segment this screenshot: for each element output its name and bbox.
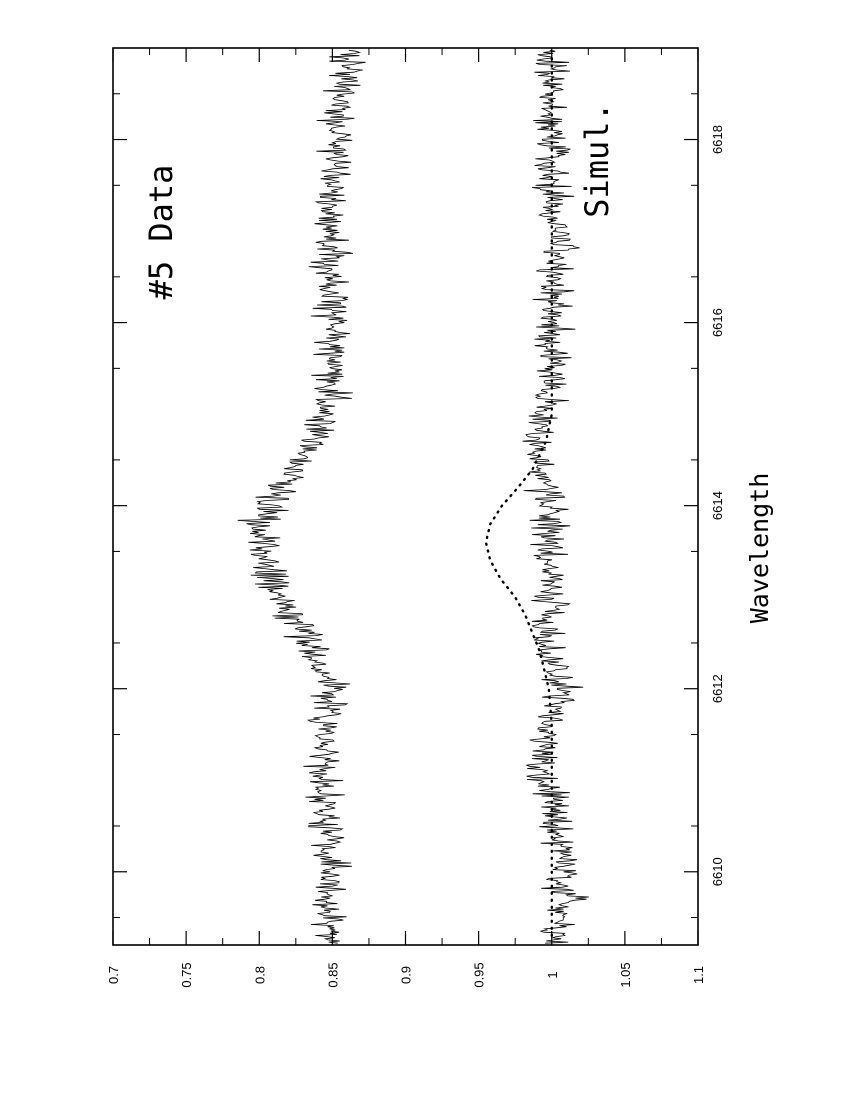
observed-spectrum-line: [522, 49, 589, 944]
y-tick-label: 0.75: [179, 962, 194, 987]
y-tick-label: 0.8: [252, 966, 267, 984]
model-profile-line: [484, 56, 553, 937]
x-axis-title: Wavelength: [745, 473, 774, 624]
annotation-data-label: #5 Data: [142, 165, 180, 300]
x-tick-label: 6612: [710, 674, 725, 703]
y-tick-label: 1.1: [691, 966, 706, 984]
series-lines: [237, 49, 589, 944]
annotation-simul-label: Simul.: [578, 102, 616, 218]
x-tick-label: 6610: [710, 857, 725, 886]
y-tick-label: 0.7: [106, 966, 121, 984]
y-tick-label: 0.95: [472, 962, 487, 987]
y-tick-label: 0.9: [399, 966, 414, 984]
x-tick-label: 6614: [710, 491, 725, 520]
tick-labels: 0.7 0.75 0.8 0.85 0.9 0.95 1 1.05 1.1 6610 6612 661…: [106, 125, 725, 988]
simulated-spectrum-line: [237, 49, 366, 944]
y-tick-label: 1: [545, 971, 560, 978]
y-tick-label: 1.05: [618, 962, 633, 987]
x-tick-label: 6618: [710, 125, 725, 154]
y-tick-label: 0.85: [325, 962, 340, 987]
x-tick-label: 6616: [710, 308, 725, 337]
